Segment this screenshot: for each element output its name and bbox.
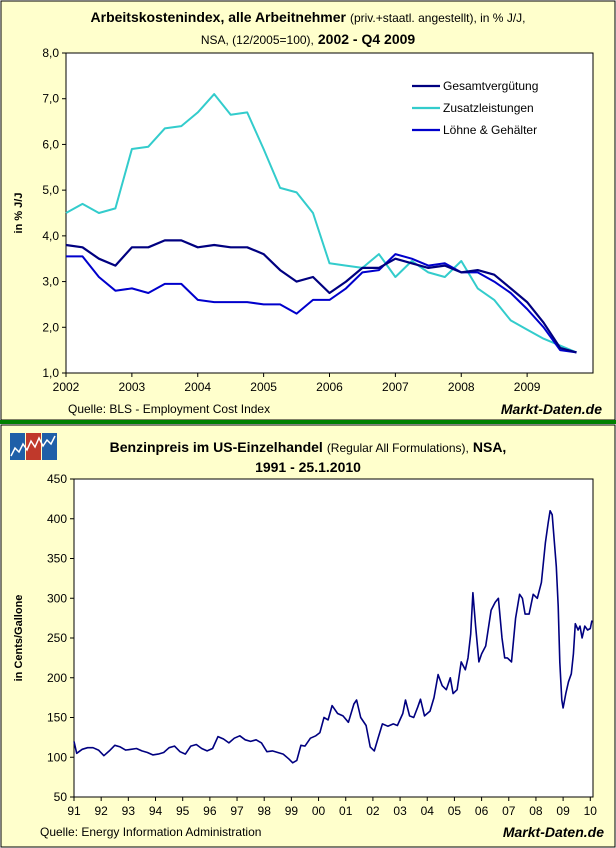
logo-block-red [26,433,41,460]
chart2-x-tick-label: 03 [393,804,407,818]
chart1-legend: Gesamtvergütung Zusatzleistungen Löhne & G… [412,79,538,137]
chart2-y-tick-label: 350 [47,552,67,566]
chart2-x-tick-label: 96 [203,804,217,818]
chart1-y-axis: 1,0 2,0 3,0 4,0 5,0 6,0 7,0 8,0 [42,46,66,380]
chart2-x-tick-label: 02 [366,804,380,818]
chart2-y-tick-label: 150 [47,711,67,725]
chart1-plot-area [65,52,594,374]
chart1-x-tick-label: 2004 [184,380,211,394]
chart2-x-tick-label: 05 [448,804,462,818]
chart1-series-loehne-gehaelter [66,253,577,354]
chart2-plot-area [73,478,594,798]
chart2-x-tick-label: 94 [149,804,163,818]
chart1-x-tick-label: 2005 [250,380,277,394]
chart2-y-tick-label: 450 [47,472,67,486]
chart1-x-tick-label: 2003 [119,380,146,394]
chart2-x-tick-label: 97 [230,804,244,818]
chart2-x-tick-label: 06 [475,804,489,818]
chart1-x-tick-label: 2007 [382,380,409,394]
chart2-x-axis: 91 92 93 94 95 96 97 98 99 00 01 02 03 04 05 06 07 08 09 10 [67,797,597,818]
chart1-y-tick-label: 3,0 [42,275,59,289]
chart1-y-tick-label: 4,0 [42,229,59,243]
chart2-x-tick-label: 09 [556,804,570,818]
logo-zigzag-icon [10,435,56,457]
chart2-title-line2: 1991 - 25.1.2010 [255,459,361,475]
chart1-x-tick-label: 2002 [53,380,80,394]
chart1-y-tick-label: 1,0 [42,366,59,380]
chart2-x-tick-label: 00 [312,804,326,818]
panel-separator [0,420,616,424]
chart1-legend-label: Löhne & Gehälter [443,123,537,137]
chart1-legend-label: Gesamtvergütung [443,79,538,93]
chart1-series-group [65,93,577,354]
chart2-x-tick-label: 93 [122,804,136,818]
chart1-y-tick-label: 8,0 [42,46,59,60]
chart1-series-gesamtverguetung [65,239,577,354]
chart1-x-axis: 2002 2003 2004 2005 2006 2007 2008 2009 [53,373,541,394]
chart2-y-tick-label: 200 [47,671,67,685]
chart1-title-line1: Arbeitskostenindex, alle Arbeitnehmer (pr… [91,9,526,25]
chart1-y-tick-label: 2,0 [42,320,59,334]
chart2-series-group [73,509,593,764]
chart2-y-tick-label: 250 [47,631,67,645]
chart1-legend-label: Zusatzleistungen [443,101,534,115]
chart2-x-tick-label: 98 [258,804,272,818]
chart2-y-tick-label: 100 [47,750,67,764]
chart2-x-tick-label: 04 [421,804,435,818]
chart1-source: Quelle: BLS - Employment Cost Index [68,402,270,416]
chart1-y-axis-label: in % J/J [13,193,25,234]
chart2-y-tick-label: 300 [47,591,67,605]
chart2-x-tick-label: 10 [584,804,598,818]
chart2-x-tick-label: 91 [67,804,81,818]
chart2-x-tick-label: 01 [339,804,353,818]
chart2-source: Quelle: Energy Information Administratio… [40,825,261,839]
chart1-y-tick-label: 5,0 [42,183,59,197]
chart2-x-tick-label: 99 [285,804,299,818]
chart2-series-benzinpreis [73,509,593,764]
chart2-x-tick-label: 95 [176,804,190,818]
chart1-x-tick-label: 2008 [448,380,475,394]
chart1-title-line2: NSA, (12/2005=100), 2002 - Q4 2009 [201,31,416,47]
markt-daten-logo [10,433,57,460]
logo-block-blue-left [10,433,25,460]
chart2-x-tick-label: 92 [94,804,108,818]
chart1-y-tick-label: 6,0 [42,137,59,151]
chart2-y-axis-label: in Cents/Gallone [13,595,25,682]
chart1-series-zusatzleistungen [65,93,577,354]
chart1-x-tick-label: 2009 [514,380,541,394]
chart2-y-tick-label: 400 [47,512,67,526]
chart2-y-axis: 50 100 150 200 250 300 350 400 450 [47,472,74,804]
chart2-y-tick-label: 50 [54,790,68,804]
chart1-y-tick-label: 7,0 [42,92,59,106]
chart1-brand: Markt-Daten.de [501,401,602,417]
chart1-x-tick-label: 2006 [316,380,343,394]
chart2-x-tick-label: 08 [529,804,543,818]
chart2-x-tick-label: 07 [502,804,516,818]
chart2-brand: Markt-Daten.de [503,824,604,840]
chart2-title-line1: Benzinpreis im US-Einzelhandel (Regular A… [110,439,507,455]
